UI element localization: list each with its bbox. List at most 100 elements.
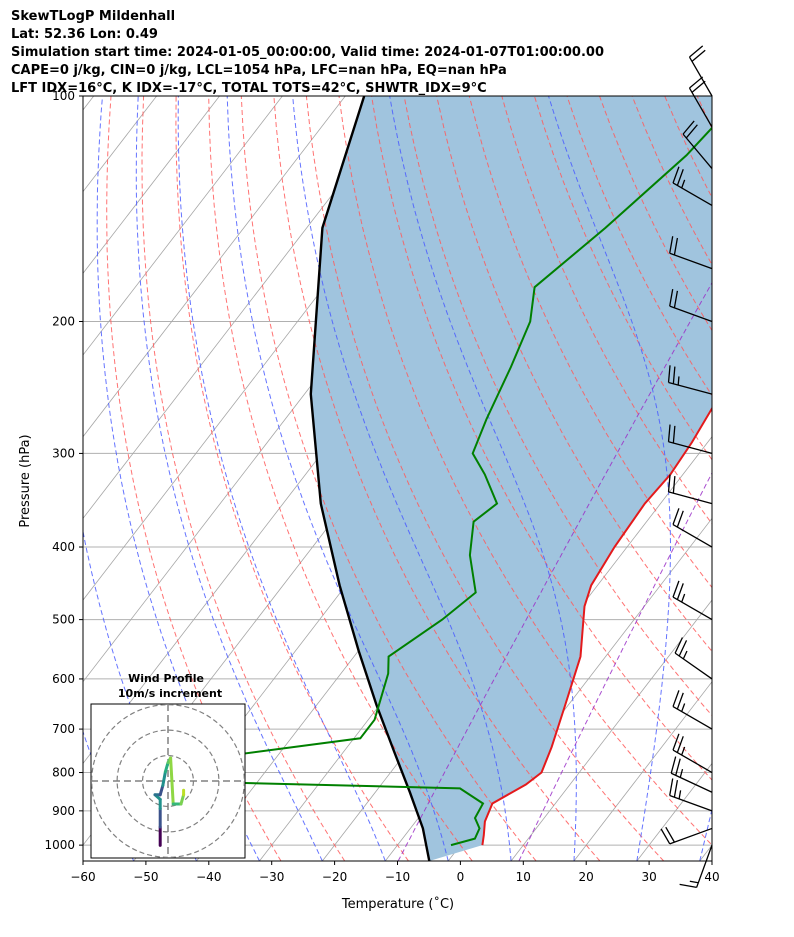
hodograph-segment xyxy=(158,784,165,797)
y-tick-label: 100 xyxy=(52,89,75,103)
barb-staff xyxy=(695,844,713,888)
barb-feather xyxy=(672,425,676,444)
inset-title: Wind Profile xyxy=(128,672,204,685)
hodograph-segment xyxy=(161,770,167,788)
barb-half-feather xyxy=(682,650,688,660)
profile-lines xyxy=(138,96,712,861)
barb-staff xyxy=(669,305,713,323)
barb-half-feather xyxy=(678,790,682,799)
barb-half-feather xyxy=(681,746,686,756)
wind-barb xyxy=(669,778,713,812)
dry-adiabat xyxy=(240,96,537,861)
wind-barb xyxy=(674,637,713,680)
y-tick-label: 200 xyxy=(52,315,75,329)
barb-feather xyxy=(675,758,681,776)
barb-staff xyxy=(669,794,713,812)
barb-feather xyxy=(691,80,706,93)
barb-feather xyxy=(667,424,671,442)
isotherm-line xyxy=(83,96,409,520)
isotherm-line xyxy=(83,96,220,274)
barb-half-feather xyxy=(689,880,699,884)
barb-feather xyxy=(673,780,679,798)
barb-feather xyxy=(670,756,677,774)
barb-staff xyxy=(669,827,713,845)
x-tick-label: −50 xyxy=(133,870,158,884)
hodograph-segment xyxy=(169,756,175,806)
moist-adiabat xyxy=(0,96,71,861)
barb-feather xyxy=(672,475,676,494)
x-axis-label: Temperature (˚C) xyxy=(341,896,454,912)
x-tick-label: −60 xyxy=(70,870,95,884)
x-tick-label: −30 xyxy=(259,870,284,884)
dry-adiabat xyxy=(338,96,712,846)
barb-staff xyxy=(682,133,713,170)
inset-subtitle: 10m/s increment xyxy=(118,687,222,700)
hodograph-segment xyxy=(179,793,186,806)
barb-half-feather xyxy=(681,179,686,189)
barb-feather xyxy=(672,690,680,707)
barb-feather xyxy=(672,366,676,384)
hodograph-segment xyxy=(163,761,170,774)
moist-adiabat xyxy=(389,96,577,861)
barb-staff xyxy=(672,706,713,730)
x-tick-label: 40 xyxy=(704,870,719,884)
isotherm-line xyxy=(573,681,712,861)
barb-feather xyxy=(672,166,680,184)
barb-feather xyxy=(676,692,684,710)
barb-staff xyxy=(674,652,713,680)
moist-adiabat xyxy=(699,807,712,861)
barb-half-feather xyxy=(681,593,686,603)
x-axis-ticks: −60 −50 −40 −30 −20 −10 0 10 20 30 40 xyxy=(70,861,720,884)
x-tick-label: −40 xyxy=(196,870,221,884)
moist-adiabat xyxy=(292,96,512,861)
dry-adiabat xyxy=(305,96,665,861)
wind-barb xyxy=(667,474,713,505)
dry-adiabat xyxy=(273,96,601,861)
simulation-times: Simulation start time: 2024-01-05_00:00:… xyxy=(11,45,604,60)
barb-feather xyxy=(685,124,698,139)
cin-shading xyxy=(310,96,712,861)
barb-staff xyxy=(688,56,713,97)
barb-staff xyxy=(672,749,713,774)
wind-barb xyxy=(688,76,713,128)
x-tick-label: 30 xyxy=(641,870,656,884)
convective-indices: CAPE=0 j/kg, CIN=0 j/kg, LCL=1054 hPa, L… xyxy=(11,63,507,78)
moist-adiabat xyxy=(548,96,671,861)
dry-adiabat xyxy=(403,96,712,717)
dry-adiabat xyxy=(501,96,712,525)
y-tick-label: 900 xyxy=(52,804,75,818)
wind-barb xyxy=(688,45,713,97)
barb-feather xyxy=(676,169,684,186)
barb-staff xyxy=(669,252,713,270)
barb-feather xyxy=(667,474,671,492)
chart-header: SkewTLogP Mildenhall Lat: 52.36 Lon: 0.4… xyxy=(11,8,604,98)
barb-feather xyxy=(665,826,675,843)
barb-staff xyxy=(672,182,713,207)
barb-feather xyxy=(673,290,679,308)
barb-feather xyxy=(667,365,671,383)
wind-barb xyxy=(667,365,713,395)
wind-barb xyxy=(669,236,713,270)
parcel-profile-line xyxy=(309,96,431,861)
moist-adiabats xyxy=(0,96,712,861)
dry-adiabat xyxy=(762,96,794,861)
y-axis-ticks: 100 200 300 400 500 600 700 800 900 1000 xyxy=(44,89,83,852)
wind-barb xyxy=(672,580,713,621)
barb-feather xyxy=(676,510,684,528)
wind-barb xyxy=(672,733,713,774)
dry-adiabat xyxy=(533,96,712,461)
barb-feather xyxy=(676,736,684,753)
barb-feather xyxy=(679,883,697,889)
wind-profile-inset: Wind Profile 10m/s increment xyxy=(90,672,246,859)
wind-barb xyxy=(669,289,713,323)
x-tick-label: 20 xyxy=(579,870,594,884)
barb-feather xyxy=(673,237,679,256)
barb-staff xyxy=(670,772,713,793)
barb-feather xyxy=(660,828,671,845)
dry-adiabat xyxy=(730,96,794,861)
wind-barbs xyxy=(660,45,713,889)
x-tick-label: 10 xyxy=(516,870,531,884)
barb-staff xyxy=(668,381,713,395)
barb-staff xyxy=(672,523,713,548)
barb-feather xyxy=(669,289,674,307)
